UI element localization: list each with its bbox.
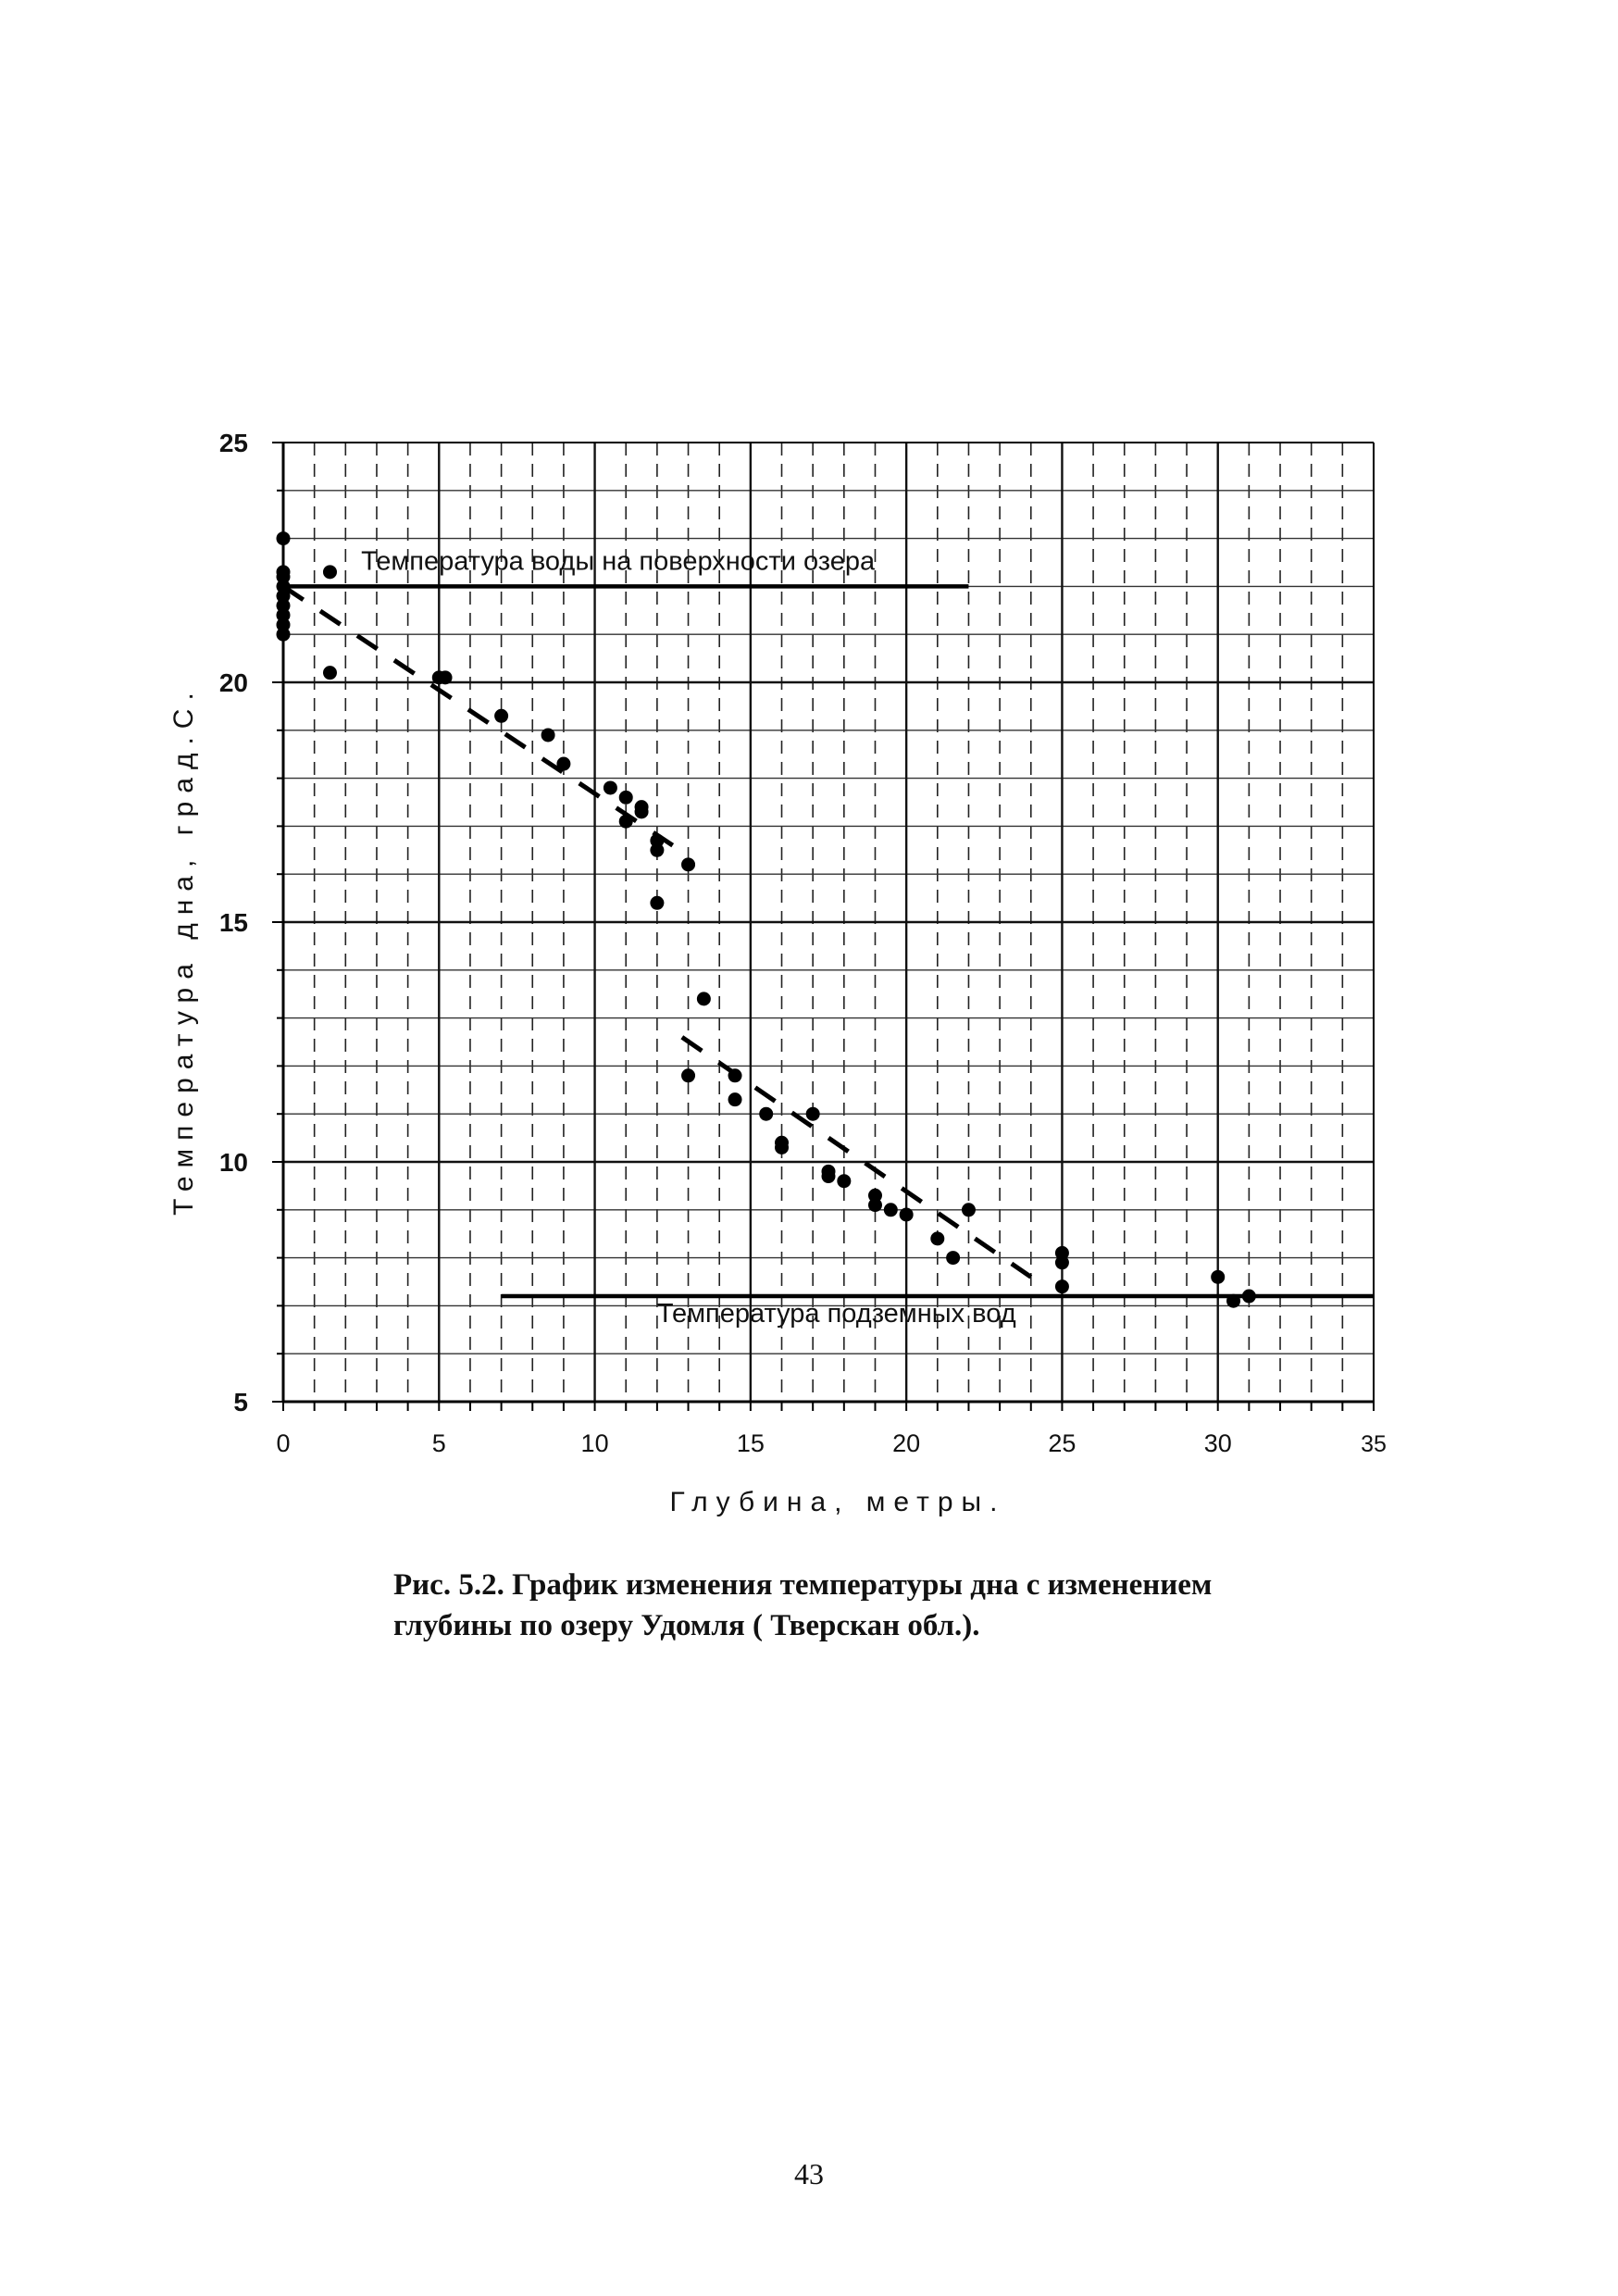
x-tick-label: 10	[581, 1429, 609, 1457]
y-tick-label: 25	[219, 429, 248, 457]
data-point	[696, 992, 711, 1006]
data-point	[276, 607, 291, 622]
data-point	[1054, 1279, 1069, 1294]
caption-line-1: Рис. 5.2. График изменения температуры д…	[393, 1568, 1213, 1602]
data-point	[759, 1106, 774, 1121]
data-point	[276, 627, 291, 642]
x-tick-label: 0	[276, 1429, 290, 1457]
data-point	[867, 1188, 882, 1203]
figure-caption: Рис. 5.2. График изменения температуры д…	[393, 1565, 1412, 1646]
data-point	[899, 1207, 914, 1222]
data-point	[821, 1169, 836, 1184]
data-point	[650, 842, 665, 857]
data-point	[1054, 1245, 1069, 1260]
data-point	[276, 598, 291, 613]
data-point	[618, 814, 633, 829]
data-point	[1226, 1293, 1241, 1308]
data-point	[1054, 1255, 1069, 1270]
y-tick-label: 20	[219, 668, 248, 697]
data-point	[650, 833, 665, 848]
y-axis-title: Температура дна, град.С.	[168, 684, 199, 1216]
data-point	[322, 565, 337, 580]
data-point	[1241, 1289, 1256, 1304]
data-point	[276, 589, 291, 604]
x-tick-label: 5	[432, 1429, 446, 1457]
reference-line-label: Температура подземных вод	[657, 1299, 1016, 1329]
data-point	[276, 531, 291, 546]
y-tick-label: 5	[233, 1388, 248, 1416]
data-point	[276, 579, 291, 593]
data-point	[1211, 1269, 1226, 1284]
data-point	[603, 780, 617, 795]
x-tick-label: 20	[892, 1429, 920, 1457]
page-number: 43	[794, 2157, 824, 2190]
data-point	[867, 1198, 882, 1213]
data-point	[276, 569, 291, 584]
x-tick-label: 25	[1048, 1429, 1076, 1457]
data-point	[438, 670, 453, 685]
data-point	[681, 1068, 696, 1083]
caption-line-2: глубины по озеру Удомля ( Тверскан обл.)…	[393, 1609, 980, 1642]
data-point	[805, 1106, 820, 1121]
data-point	[961, 1203, 976, 1217]
data-point	[728, 1068, 742, 1083]
data-point	[775, 1140, 790, 1154]
data-point	[634, 805, 649, 819]
data-point	[681, 857, 696, 872]
x-tick-label: 35	[1361, 1431, 1387, 1457]
data-point	[556, 756, 571, 771]
x-axis-title: Глубина, метры.	[670, 1487, 1006, 1517]
data-point	[650, 895, 665, 910]
y-tick-label: 10	[219, 1148, 248, 1177]
trend-lines	[281, 584, 1033, 1279]
data-point	[276, 618, 291, 632]
data-point	[728, 1092, 742, 1107]
x-tick-label: 30	[1204, 1429, 1232, 1457]
chart-grid	[283, 443, 1374, 1402]
data-point	[541, 728, 555, 742]
data-points	[276, 531, 1256, 1308]
data-point	[322, 666, 337, 680]
reference-line-label: Температура воды на поверхности озера	[361, 546, 876, 576]
data-point	[494, 708, 509, 723]
y-tick-label: 15	[219, 908, 248, 937]
trend-line-segment	[281, 584, 675, 848]
data-point	[946, 1251, 961, 1266]
data-point	[883, 1203, 898, 1217]
reference-lines: Температура воды на поверхности озера Тем…	[283, 546, 1374, 1329]
data-point	[837, 1174, 852, 1189]
data-point	[618, 790, 633, 805]
x-tick-label: 15	[737, 1429, 765, 1457]
data-point	[930, 1231, 945, 1246]
chart-axes	[272, 442, 1375, 1411]
